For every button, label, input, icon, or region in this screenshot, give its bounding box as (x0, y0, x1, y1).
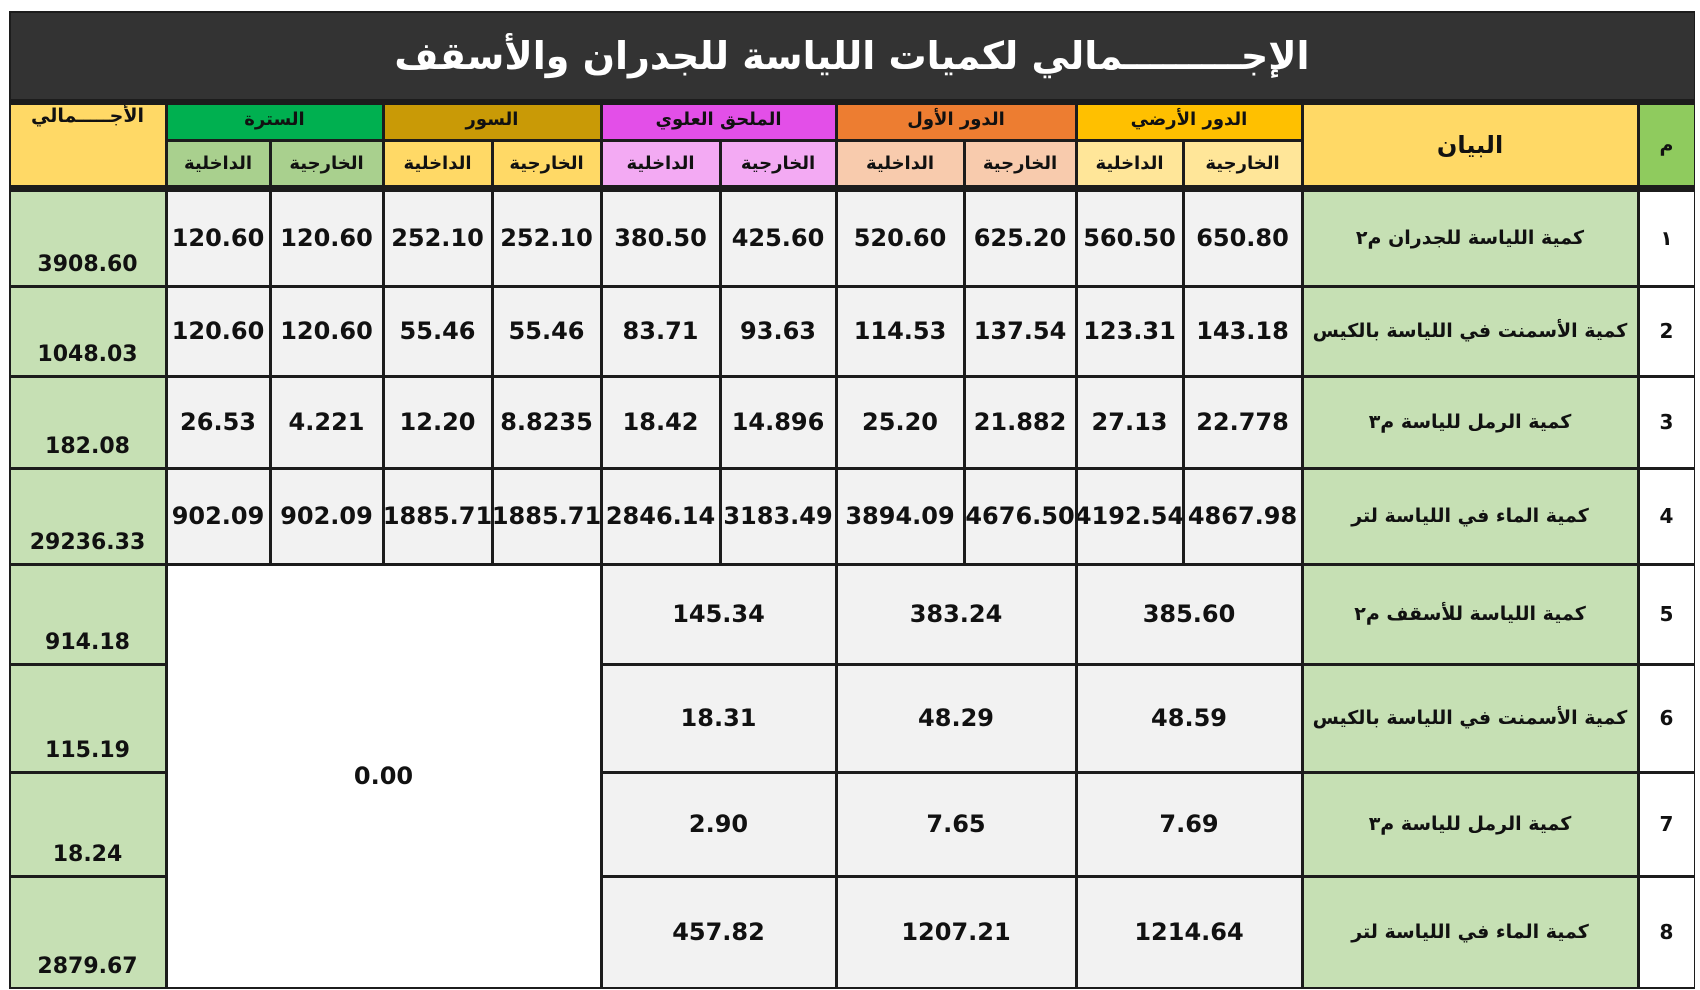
value-cell: 114.53 (837, 287, 963, 375)
value-cell: 14.896 (721, 377, 835, 467)
value-cell: 120.60 (271, 191, 382, 285)
value-cell: 650.80 (1184, 191, 1301, 285)
sub-header: الخارجية (721, 141, 835, 185)
value-cell: 4676.50 (965, 469, 1075, 563)
value-cell: 4192.54 (1077, 469, 1182, 563)
value-cell: 12.20 (384, 377, 491, 467)
value-cell: 425.60 (721, 191, 835, 285)
value-cell: 383.24 (837, 565, 1075, 663)
group-header: السور (384, 104, 600, 139)
value-cell: 21.882 (965, 377, 1075, 467)
value-cell: 145.34 (602, 565, 835, 663)
value-cell: 560.50 (1077, 191, 1182, 285)
sub-header: الداخلية (384, 141, 491, 185)
index-header: م (1639, 104, 1694, 185)
row-total: 3908.60 (10, 191, 165, 285)
value-cell: 25.20 (837, 377, 963, 467)
sub-header: الداخلية (602, 141, 719, 185)
merged-value: 0.00 (167, 565, 600, 987)
value-cell: 902.09 (271, 469, 382, 563)
total-header: الأجـــــمالي (10, 104, 165, 185)
row-index: 7 (1639, 773, 1694, 875)
value-cell: 3183.49 (721, 469, 835, 563)
row-index: 8 (1639, 877, 1694, 987)
value-cell: 7.69 (1077, 773, 1301, 875)
value-cell: 93.63 (721, 287, 835, 375)
row-label: كمية اللياسة للجدران م٢ (1303, 191, 1637, 285)
row-index: 3 (1639, 377, 1694, 467)
sub-header: الخارجية (1184, 141, 1301, 185)
value-cell: 4867.98 (1184, 469, 1301, 563)
value-cell: 902.09 (167, 469, 269, 563)
value-cell: 83.71 (602, 287, 719, 375)
row-label: كمية الأسمنت في اللياسة بالكيس (1303, 665, 1637, 771)
value-cell: 123.31 (1077, 287, 1182, 375)
sub-header: الخارجية (965, 141, 1075, 185)
row-index: 6 (1639, 665, 1694, 771)
value-cell: 22.778 (1184, 377, 1301, 467)
label-header: البيان (1303, 104, 1637, 185)
value-cell: 1214.64 (1077, 877, 1301, 987)
row-total: 18.24 (10, 773, 165, 875)
row-label: كمية الرمل للياسة م٣ (1303, 377, 1637, 467)
value-cell: 1885.71 (384, 469, 491, 563)
group-header: الدور الأول (837, 104, 1075, 139)
value-cell: 520.60 (837, 191, 963, 285)
sub-header: الخارجية (493, 141, 600, 185)
row-total: 914.18 (10, 565, 165, 663)
value-cell: 2846.14 (602, 469, 719, 563)
value-cell: 8.8235 (493, 377, 600, 467)
value-cell: 7.65 (837, 773, 1075, 875)
value-cell: 4.221 (271, 377, 382, 467)
row-label: كمية اللياسة للأسقف م٢ (1303, 565, 1637, 663)
value-cell: 55.46 (384, 287, 491, 375)
title: الإجـــــــــمالي لكميات اللياسة للجدران… (10, 12, 1694, 99)
row-index: 4 (1639, 469, 1694, 563)
sub-header: الداخلية (167, 141, 269, 185)
row-total: 2879.67 (10, 877, 165, 987)
value-cell: 120.60 (167, 287, 269, 375)
sub-header: الداخلية (1077, 141, 1182, 185)
value-cell: 137.54 (965, 287, 1075, 375)
row-total: 115.19 (10, 665, 165, 771)
value-cell: 1885.71 (493, 469, 600, 563)
value-cell: 120.60 (271, 287, 382, 375)
value-cell: 457.82 (602, 877, 835, 987)
row-total: 1048.03 (10, 287, 165, 375)
value-cell: 18.42 (602, 377, 719, 467)
value-cell: 252.10 (384, 191, 491, 285)
row-label: كمية الماء في اللياسة لتر (1303, 469, 1637, 563)
value-cell: 2.90 (602, 773, 835, 875)
row-index: 2 (1639, 287, 1694, 375)
value-cell: 55.46 (493, 287, 600, 375)
value-cell: 27.13 (1077, 377, 1182, 467)
value-cell: 18.31 (602, 665, 835, 771)
group-header: السترة (167, 104, 382, 139)
value-cell: 252.10 (493, 191, 600, 285)
row-label: كمية الرمل للياسة م٣ (1303, 773, 1637, 875)
group-header: الدور الأرضي (1077, 104, 1301, 139)
group-header: الملحق العلوي (602, 104, 835, 139)
row-index: 5 (1639, 565, 1694, 663)
row-label: كمية الأسمنت في اللياسة بالكيس (1303, 287, 1637, 375)
row-total: 182.08 (10, 377, 165, 467)
row-label: كمية الماء في اللياسة لتر (1303, 877, 1637, 987)
sub-header: الداخلية (837, 141, 963, 185)
value-cell: 1207.21 (837, 877, 1075, 987)
value-cell: 625.20 (965, 191, 1075, 285)
row-total: 29236.33 (10, 469, 165, 563)
value-cell: 26.53 (167, 377, 269, 467)
row-index: ١ (1639, 191, 1694, 285)
value-cell: 120.60 (167, 191, 269, 285)
value-cell: 3894.09 (837, 469, 963, 563)
value-cell: 385.60 (1077, 565, 1301, 663)
value-cell: 48.59 (1077, 665, 1301, 771)
sub-header: الخارجية (271, 141, 382, 185)
value-cell: 48.29 (837, 665, 1075, 771)
value-cell: 143.18 (1184, 287, 1301, 375)
value-cell: 380.50 (602, 191, 719, 285)
